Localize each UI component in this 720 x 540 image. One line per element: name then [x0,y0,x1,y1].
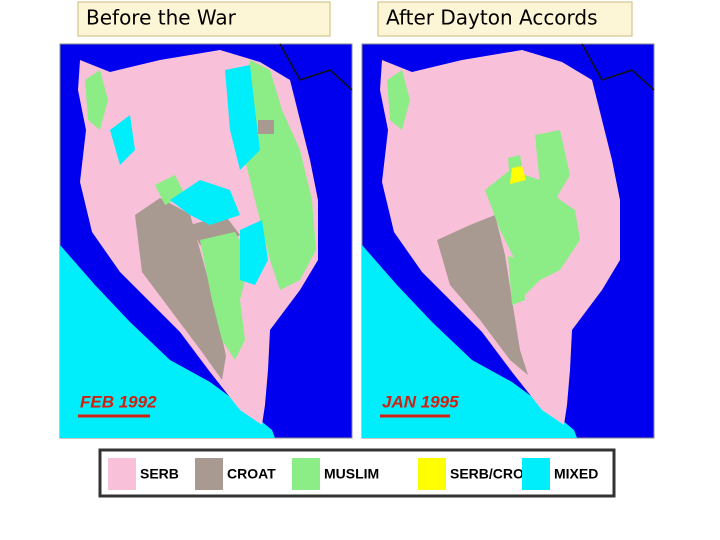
sea [60,245,275,438]
legend-label: MIXED [554,466,598,482]
legend-swatch [418,458,446,490]
border-line [279,43,353,91]
legend-label: MUSLIM [324,466,379,482]
region [387,70,410,130]
region [485,170,580,300]
legend-label: SERB/CROAT [450,466,542,482]
region [200,232,250,360]
legend-swatch [195,458,223,490]
region [240,60,316,290]
legend-swatch [292,458,320,490]
border-line [581,43,655,91]
region [170,180,240,225]
region [437,215,528,375]
map-date: JAN 1995 [382,392,459,411]
region [535,130,570,200]
map-after: JAN 1995 [361,43,655,439]
legend: SERB CROAT MUSLIM SERB/CROAT MIXED [108,458,598,490]
caption: After Dayton Accords [386,6,598,30]
legend-swatch [108,458,136,490]
region [240,220,268,285]
map-before: FEB 1992 [59,43,353,439]
legend-label: CROAT [227,466,276,482]
map-date: FEB 1992 [80,392,157,411]
legend-swatch [522,458,550,490]
caption-box [77,1,331,37]
legend-label: SERB [140,466,179,482]
region [258,120,274,134]
sea [362,245,577,438]
region [508,256,525,305]
region [510,166,526,184]
region [135,198,226,380]
caption: Before the War [86,6,237,30]
region [85,70,108,130]
caption-box [377,1,633,37]
region [110,115,135,165]
region [225,65,260,170]
